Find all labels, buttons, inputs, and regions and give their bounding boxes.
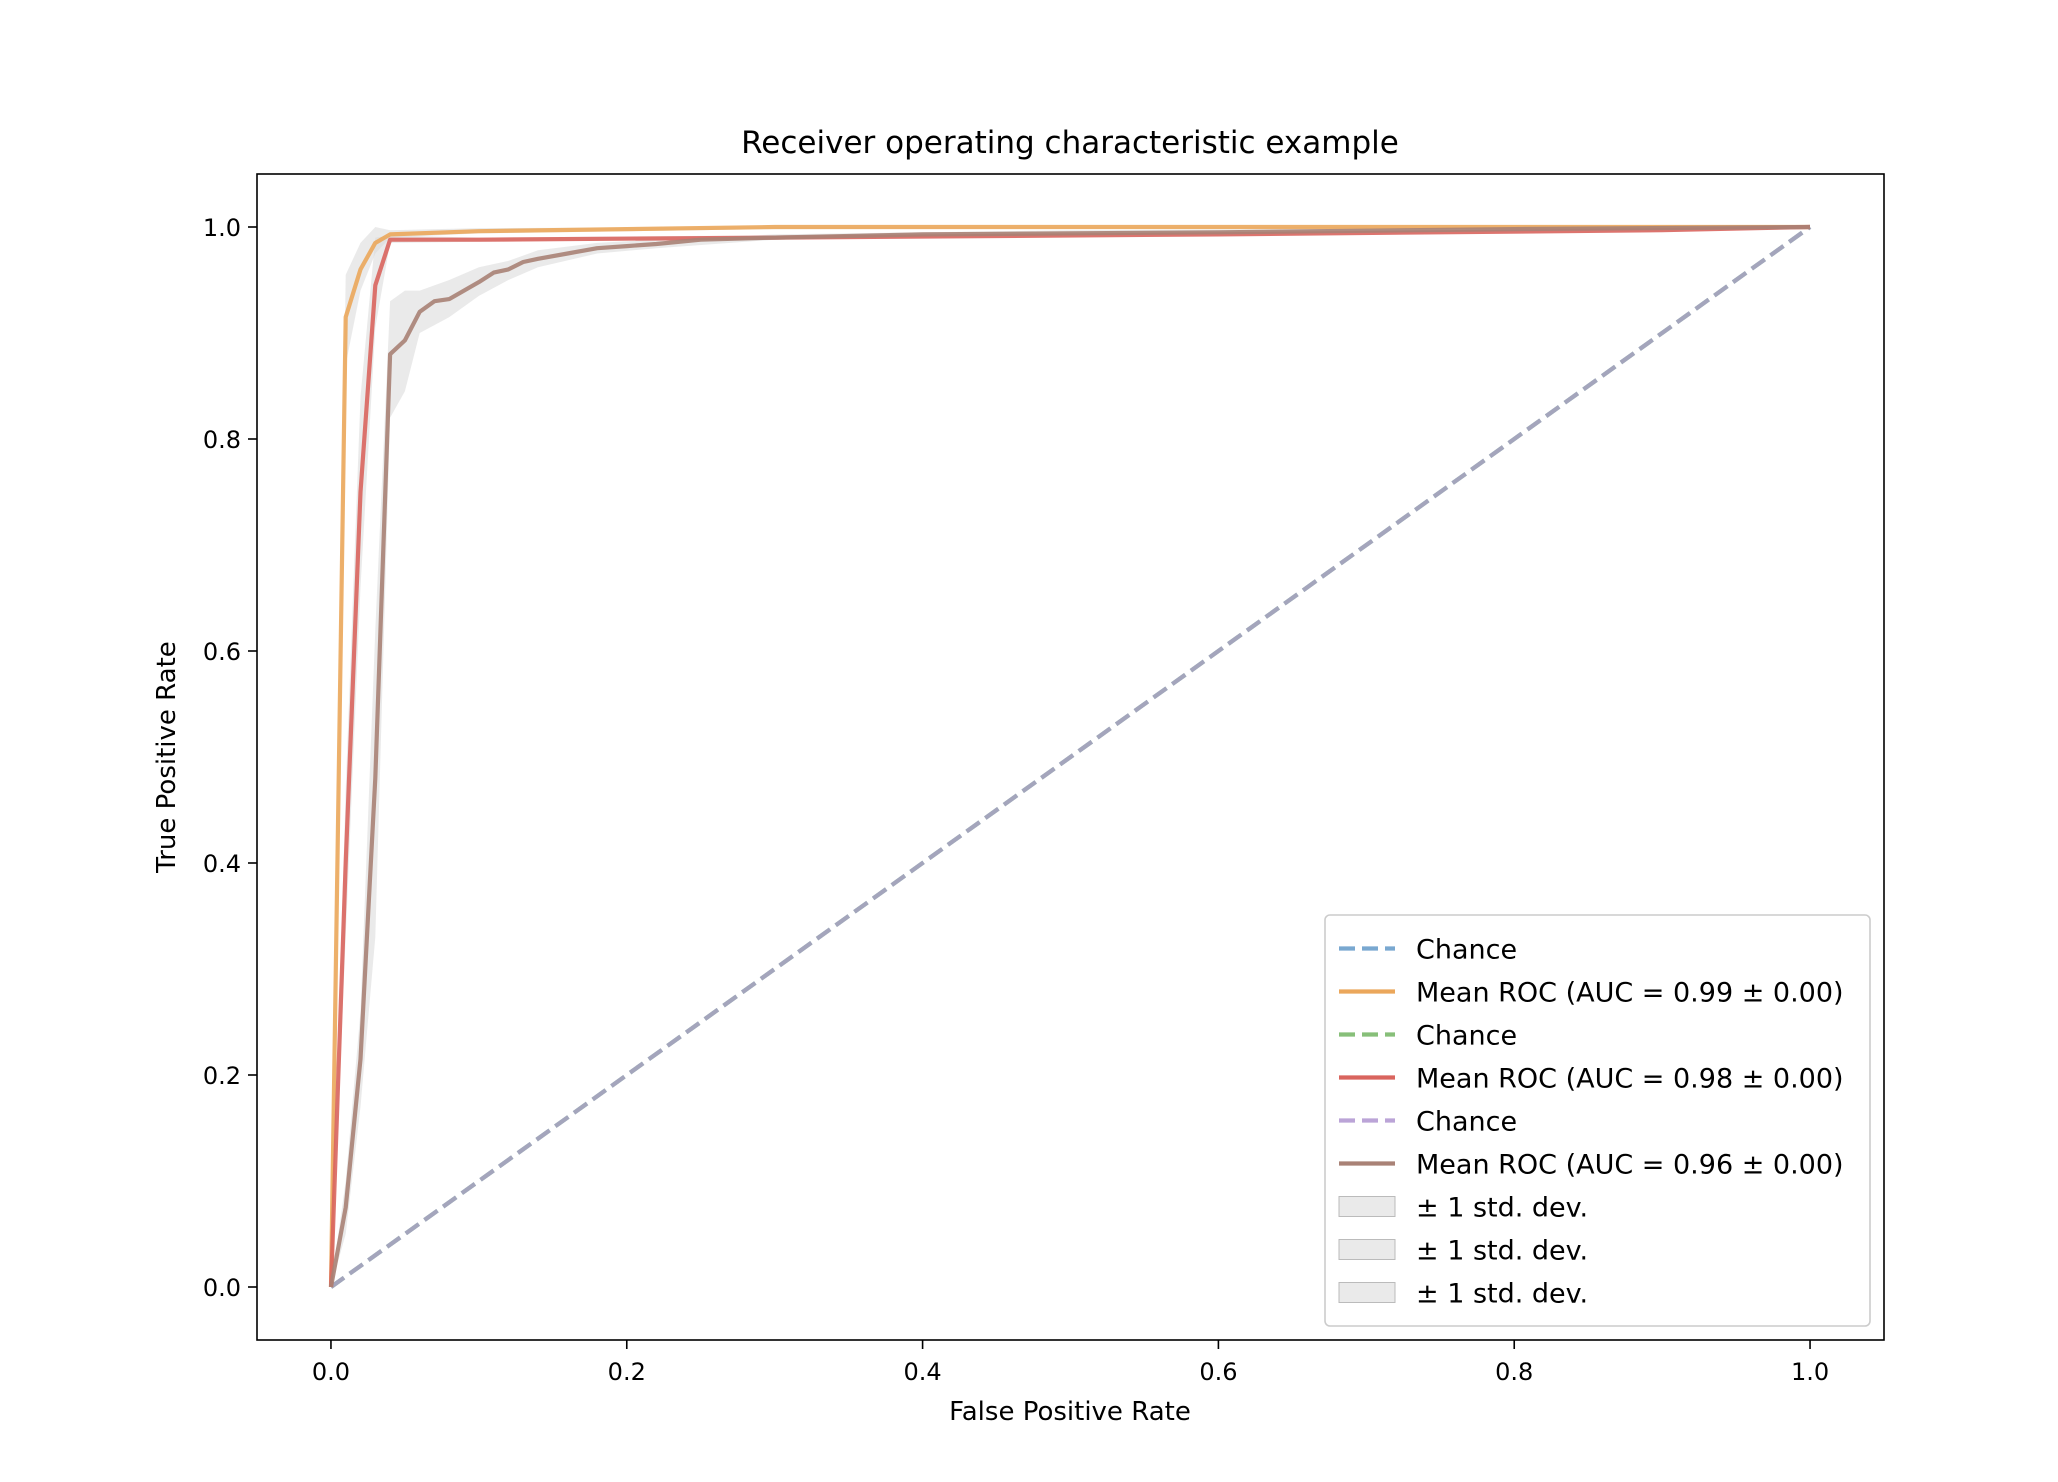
legend-swatch-band-6	[1338, 1196, 1396, 1217]
legend-label-3: Mean ROC (AUC = 0.98 ± 0.00)	[1416, 1064, 1844, 1095]
roc-lines	[328, 224, 1812, 1289]
y-tick-label-3: 0.6	[203, 638, 241, 666]
x-tick-label-4: 0.8	[1495, 1358, 1533, 1386]
legend-swatch-band-8	[1338, 1282, 1396, 1303]
x-tick-label-1: 0.2	[608, 1358, 646, 1386]
y-tick-label-4: 0.8	[203, 426, 241, 454]
y-tick-label-0: 0.0	[203, 1274, 241, 1302]
legend-label-6: ± 1 std. dev.	[1416, 1193, 1588, 1224]
x-tick-label-2: 0.4	[904, 1358, 942, 1386]
x-tick-label-3: 0.6	[1199, 1358, 1237, 1386]
legend-swatch-band-7	[1338, 1239, 1396, 1260]
mean-roc-line-5	[328, 224, 1811, 1288]
legend-label-5: Mean ROC (AUC = 0.96 ± 0.00)	[1416, 1150, 1844, 1181]
legend-label-1: Mean ROC (AUC = 0.99 ± 0.00)	[1416, 978, 1844, 1009]
y-tick-label-5: 1.0	[203, 214, 241, 242]
legend-box	[1324, 914, 1871, 1327]
x-tick-label-0: 0.0	[312, 1358, 350, 1386]
legend-label-2: Chance	[1416, 1021, 1517, 1052]
legend-label-4: Chance	[1416, 1107, 1517, 1138]
x-axis-ticks: 0.0 0.2 0.4 0.6 0.8 1.0	[312, 1340, 1829, 1386]
mean-roc-line-3	[328, 224, 1811, 1288]
x-tick-label-5: 1.0	[1791, 1358, 1829, 1386]
y-axis-ticks: 0.0 0.2 0.4 0.6 0.8 1.0	[203, 214, 257, 1302]
chart-title: Receiver operating characteristic exampl…	[741, 125, 1399, 161]
legend-label-8: ± 1 std. dev.	[1416, 1279, 1588, 1310]
legend: Chance Mean ROC (AUC = 0.99 ± 0.00) Chance…	[1324, 914, 1871, 1327]
chance-line-4	[329, 225, 1812, 1289]
plot-frame	[256, 173, 1885, 1341]
y-tick-label-2: 0.4	[203, 850, 241, 878]
y-tick-label-1: 0.2	[203, 1062, 241, 1090]
legend-label-0: Chance	[1416, 935, 1517, 966]
legend-label-7: ± 1 std. dev.	[1416, 1236, 1588, 1267]
mean-roc-line-1	[328, 224, 1810, 1288]
y-axis-label: True Positive Rate	[152, 641, 182, 874]
x-axis-label: False Positive Rate	[949, 1397, 1191, 1427]
